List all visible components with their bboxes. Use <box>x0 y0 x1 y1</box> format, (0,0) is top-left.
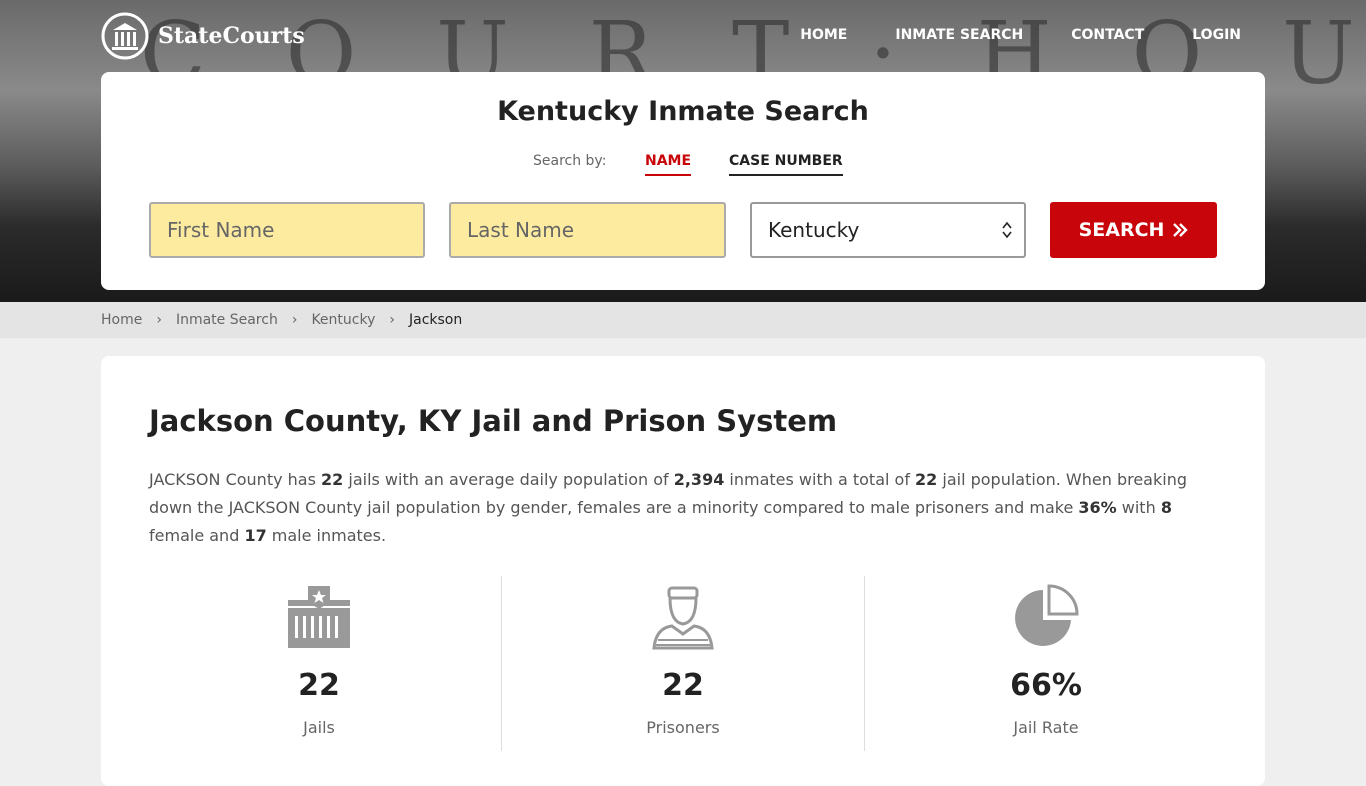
paragraph-text: male inmates. <box>266 526 387 545</box>
stat-label: Prisoners <box>646 718 720 737</box>
search-button-label: SEARCH <box>1078 219 1165 241</box>
prisoner-icon <box>652 586 714 650</box>
stat-value: 22 <box>662 668 704 703</box>
tab-case-number[interactable]: CASE NUMBER <box>729 153 843 176</box>
paragraph-text: JACKSON County has <box>149 470 322 489</box>
search-by: Search by: <box>533 153 607 169</box>
stat: 22 Jails <box>149 576 489 751</box>
paragraph-text: jail population. When breaking down the … <box>149 470 1187 517</box>
divider <box>864 576 865 751</box>
stat: 22 Prisoners <box>513 576 853 751</box>
content-heading: Jackson County, KY Jail and Prison Syste… <box>149 404 838 438</box>
chevrons-icon <box>1173 223 1189 237</box>
search-button[interactable]: SEARCH <box>1050 202 1217 258</box>
paragraph-text: inmates with a total of <box>724 470 916 489</box>
breadcrumb-separator: › <box>291 312 298 328</box>
paragraph-strong: 22 <box>321 470 344 489</box>
stat: 66% Jail Rate <box>876 576 1216 751</box>
stat-value: 66% <box>1010 668 1082 703</box>
paragraph-strong: 36% <box>1078 498 1117 517</box>
paragraph-text: with <box>1116 498 1161 517</box>
brand: StateCourts <box>158 23 305 49</box>
paragraph-strong: 22 <box>915 470 938 489</box>
stat-label: Jail Rate <box>1013 718 1079 737</box>
nav-link[interactable]: CONTACT <box>1071 27 1145 43</box>
breadcrumb-link[interactable]: Home <box>101 312 143 328</box>
paragraph-text: jails with an average daily population o… <box>343 470 674 489</box>
paragraph-strong: 2,394 <box>673 470 725 489</box>
paragraph-strong: 17 <box>244 526 267 545</box>
breadcrumb-link[interactable]: Inmate Search <box>175 312 278 328</box>
hero: COURT·HOUSE StateCourts HOME INMATE SEAR… <box>0 0 1366 302</box>
jail-icon <box>288 586 350 648</box>
paragraph-text: female and <box>149 526 245 545</box>
search-title: Kentucky Inmate Search <box>497 96 869 127</box>
stat-label: Jails <box>303 718 335 737</box>
logo[interactable]: StateCourts <box>101 12 305 60</box>
nav: HOME INMATE SEARCH CONTACT LOGIN <box>800 27 1241 43</box>
breadcrumb-link[interactable]: Kentucky <box>311 312 376 328</box>
nav-link[interactable]: HOME <box>800 27 848 43</box>
breadcrumb-separator: › <box>156 312 162 328</box>
tab-name[interactable]: NAME <box>645 153 692 176</box>
content-card: Jackson County, KY Jail and Prison Syste… <box>101 356 1265 786</box>
state-value: Kentucky <box>768 218 860 242</box>
first-name-input[interactable]: First Name <box>149 202 425 258</box>
nav-link[interactable]: LOGIN <box>1192 27 1241 43</box>
breadcrumb-separator: › <box>389 312 395 328</box>
breadcrumb: Home › Inmate Search › Kentucky › Jackson <box>0 302 1366 338</box>
pie-icon <box>1015 584 1079 646</box>
select-arrows <box>1002 221 1012 239</box>
paragraph-strong: 8 <box>1160 498 1172 517</box>
search-card: Kentucky Inmate Search Search by: NAME C… <box>101 72 1265 290</box>
logo-icon <box>101 12 149 60</box>
breadcrumb-current: Jackson <box>408 312 463 328</box>
content-paragraph: JACKSON County has 22 jails with an aver… <box>149 466 1219 550</box>
nav-link[interactable]: INMATE SEARCH <box>895 27 1024 43</box>
last-name-input[interactable]: Last Name <box>449 202 726 258</box>
divider <box>501 576 502 751</box>
stat-value: 22 <box>298 668 340 703</box>
state-select[interactable]: Kentucky <box>750 202 1026 258</box>
